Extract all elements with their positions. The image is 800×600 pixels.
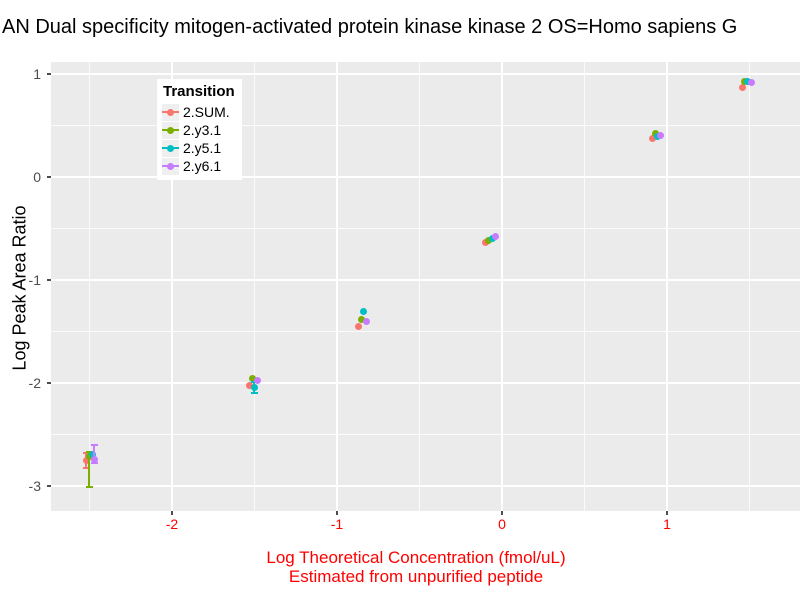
grid-line-major xyxy=(500,62,503,511)
data-point xyxy=(249,375,257,383)
data-point xyxy=(82,456,90,464)
y-tick-label: -1 xyxy=(28,272,41,288)
error-bar-cap xyxy=(82,467,90,470)
errorbar-point-swatch-icon xyxy=(162,103,179,121)
error-bar-cap xyxy=(85,486,93,489)
data-point xyxy=(358,315,366,323)
x-tick-mark xyxy=(665,511,668,515)
page-title: AN Dual specificity mitogen-activated pr… xyxy=(2,16,738,38)
data-point xyxy=(246,381,254,389)
data-point xyxy=(89,450,97,458)
legend-item-label: 2.y3.1 xyxy=(183,122,222,138)
data-point xyxy=(648,135,656,143)
grid-line-minor xyxy=(418,62,420,511)
grid-line-major xyxy=(51,485,800,487)
x-axis-title-line2: Estimated from unpurified peptide xyxy=(288,567,544,586)
grid-line-major xyxy=(51,176,800,178)
legend-item-label: 2.y5.1 xyxy=(183,140,222,156)
error-bar xyxy=(93,444,96,464)
data-point xyxy=(250,383,258,391)
grid-line-major xyxy=(51,72,800,75)
legend: Transition 2.SUM. 2.y3.1 2.y5.1 2.y6.1 xyxy=(157,79,242,180)
grid-line-minor xyxy=(583,62,585,511)
y-tick-label: 1 xyxy=(33,65,41,82)
y-tick-mark xyxy=(47,382,51,384)
y-tick-mark xyxy=(47,279,51,281)
y-tick-mark xyxy=(47,176,51,178)
x-axis-title: Log Theoretical Concentration (fmol/uL) … xyxy=(41,548,791,586)
data-point xyxy=(354,322,362,330)
grid-line-minor xyxy=(51,124,800,126)
grid-line-minor xyxy=(51,434,800,435)
error-bar-cap xyxy=(90,462,98,465)
x-tick-mark xyxy=(170,511,173,515)
legend-item: 2.y3.1 xyxy=(162,121,237,139)
data-point xyxy=(656,132,664,140)
x-tick-mark xyxy=(500,511,503,515)
error-bar xyxy=(88,452,91,488)
errorbar-point-swatch-icon xyxy=(162,121,179,139)
y-tick-mark xyxy=(47,485,51,487)
grid-line-major xyxy=(170,62,173,511)
errorbar-point-swatch-icon xyxy=(162,139,179,157)
x-tick-label: -1 xyxy=(330,516,344,532)
y-tick-label: 0 xyxy=(33,169,41,185)
data-point xyxy=(90,455,98,463)
legend-item-label: 2.y6.1 xyxy=(183,158,222,174)
grid-line-minor xyxy=(51,331,800,332)
grid-line-major xyxy=(665,62,668,511)
x-tick-label: -2 xyxy=(165,516,179,532)
y-tick-mark xyxy=(47,72,51,75)
y-tick-label: -2 xyxy=(28,375,41,391)
error-bar-cap xyxy=(90,443,98,446)
legend-title: Transition xyxy=(163,83,235,100)
x-tick-label: 1 xyxy=(663,516,671,532)
grid-line-minor xyxy=(88,62,90,511)
grid-line-minor xyxy=(51,228,800,229)
y-axis-title: Log Peak Area Ratio xyxy=(9,205,30,371)
grid-line-minor xyxy=(253,62,255,511)
data-point xyxy=(363,317,371,325)
error-bar-cap xyxy=(250,392,258,395)
data-point xyxy=(254,377,262,385)
data-point xyxy=(739,83,747,91)
grid-line-minor xyxy=(748,62,750,511)
grid-line-major xyxy=(51,279,800,281)
legend-item: 2.y5.1 xyxy=(162,139,237,157)
x-tick-mark xyxy=(335,511,338,515)
x-tick-label: 0 xyxy=(498,516,506,532)
data-point xyxy=(491,233,499,241)
grid-line-major xyxy=(51,382,800,384)
x-axis-title-line1: Log Theoretical Concentration (fmol/uL) xyxy=(266,548,566,567)
grid-line-major xyxy=(335,62,338,511)
y-tick-label: -3 xyxy=(28,478,41,494)
data-point xyxy=(485,237,493,245)
errorbar-point-swatch-icon xyxy=(162,157,179,175)
data-point xyxy=(747,78,755,86)
legend-item-label: 2.SUM. xyxy=(183,104,230,120)
data-point xyxy=(359,308,367,316)
legend-item: 2.y6.1 xyxy=(162,157,237,175)
legend-item: 2.SUM. xyxy=(162,103,237,121)
